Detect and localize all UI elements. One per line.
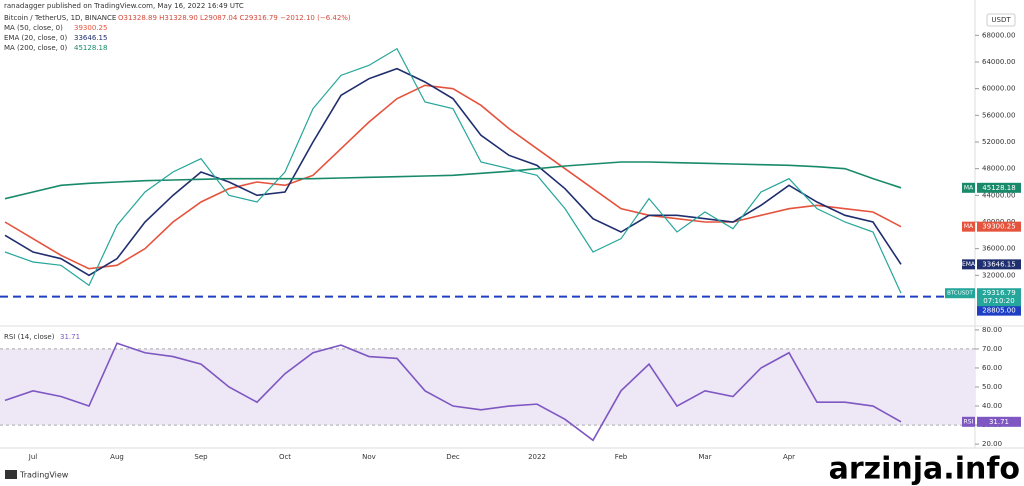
line-series xyxy=(4,47,902,294)
watermark: arzinja.info xyxy=(829,452,1020,486)
y-tick-label: 60000.00 xyxy=(982,85,1015,93)
line-series xyxy=(4,84,902,270)
y-tick-label: 20.00 xyxy=(982,440,1002,448)
x-tick-label: Jul xyxy=(28,453,38,461)
y-tick-label: 32000.00 xyxy=(982,271,1015,279)
x-tick-label: Sep xyxy=(194,453,208,461)
level-badge xyxy=(977,305,1021,316)
y-tick-label: 70.00 xyxy=(982,345,1002,353)
legend-value: 33646.15 xyxy=(74,34,107,42)
y-tick-label: 40.00 xyxy=(982,402,1002,410)
symbol-name: BTCUSDT xyxy=(947,291,973,297)
badge-name: MA xyxy=(964,223,974,230)
brand-name: TradingView xyxy=(19,471,69,480)
badge-value: 45128.18 xyxy=(982,184,1015,192)
badge xyxy=(977,416,1021,427)
line-series xyxy=(4,342,902,442)
badge-tag xyxy=(962,259,975,270)
badge-name: RSI xyxy=(964,418,974,425)
badge xyxy=(977,221,1021,232)
axis-unit: USDT xyxy=(991,16,1011,24)
y-tick-label: 64000.00 xyxy=(982,58,1015,66)
y-tick-label: 44000.00 xyxy=(982,191,1015,199)
price-badge xyxy=(977,288,1021,307)
badge-name: MA xyxy=(964,184,974,191)
brand: TradingView xyxy=(5,470,69,480)
legend-name: RSI (14, close) xyxy=(4,333,55,341)
y-tick-label: 52000.00 xyxy=(982,138,1015,146)
publisher: ranadagger published on TradingView.com,… xyxy=(4,2,244,10)
countdown: 07:10:20 xyxy=(983,297,1014,305)
symbol-tag xyxy=(945,288,975,299)
x-tick-label: Aug xyxy=(110,453,124,461)
badge-name: EMA xyxy=(962,261,976,268)
y-tick-label: 56000.00 xyxy=(982,111,1015,119)
badge-value: 39300.25 xyxy=(982,223,1015,231)
legend-name: MA (200, close, 0) xyxy=(4,44,68,52)
badge xyxy=(977,182,1021,193)
badge-value: 33646.15 xyxy=(982,260,1015,268)
y-tick-label: 80.00 xyxy=(982,326,1002,334)
level-label: 28805.00 xyxy=(982,307,1015,315)
y-tick-label: 68000.00 xyxy=(982,31,1015,39)
x-tick-label: Dec xyxy=(446,453,460,461)
legend-value: 45128.18 xyxy=(74,44,107,52)
badge-tag xyxy=(962,416,975,427)
badge-tag xyxy=(962,221,975,232)
x-tick-label: Mar xyxy=(698,453,711,461)
x-tick-label: Nov xyxy=(362,453,376,461)
badge-tag xyxy=(962,182,975,193)
y-tick-label: 36000.00 xyxy=(982,245,1015,253)
x-tick-label: Oct xyxy=(279,453,291,461)
brand-logo xyxy=(5,470,17,479)
line-series xyxy=(4,67,902,277)
legend-name: EMA (20, close, 0) xyxy=(4,34,67,42)
legend-value: 39300.25 xyxy=(74,24,107,32)
y-tick-label: 50.00 xyxy=(982,383,1002,391)
badge xyxy=(977,259,1021,270)
legend-name: MA (50, close, 0) xyxy=(4,24,63,32)
price-value: 29316.79 xyxy=(982,289,1015,297)
unit-box xyxy=(986,13,1016,27)
x-tick-label: Feb xyxy=(615,453,628,461)
legend-value: 31.71 xyxy=(60,333,80,341)
rsi-band xyxy=(0,348,975,426)
y-tick-label: 48000.00 xyxy=(982,165,1015,173)
symbol-title: Bitcoin / TetherUS, 1D, BINANCE xyxy=(4,14,116,22)
watermark-bg xyxy=(828,452,1024,486)
x-tick-label: Apr xyxy=(783,453,795,461)
badge-value: 31.71 xyxy=(989,418,1009,426)
x-tick-label: 2022 xyxy=(528,453,546,461)
line-series xyxy=(4,161,902,200)
y-tick-label: 60.00 xyxy=(982,364,1002,372)
ohlc: O31328.89 H31328.90 L29087.04 C29316.79 … xyxy=(118,14,351,22)
